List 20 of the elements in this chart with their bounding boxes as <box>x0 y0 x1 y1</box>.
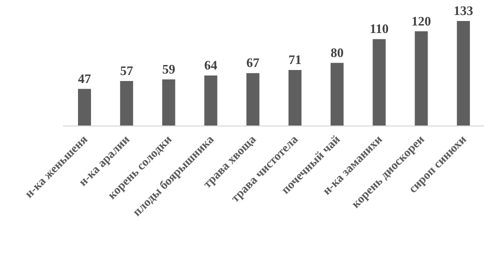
bar <box>246 73 260 126</box>
data-label: 110 <box>370 21 389 36</box>
data-label: 71 <box>288 52 302 67</box>
data-label: 59 <box>162 61 176 76</box>
data-label: 80 <box>330 44 344 60</box>
bar <box>288 70 302 126</box>
bar <box>204 75 218 126</box>
bar <box>78 88 91 126</box>
data-label: 57 <box>120 63 134 78</box>
data-label: 47 <box>78 70 92 86</box>
bar <box>120 81 134 126</box>
bar <box>414 31 428 126</box>
data-label: 64 <box>204 57 218 72</box>
bar <box>372 39 386 126</box>
data-label: 67 <box>246 55 260 70</box>
data-label: 120 <box>412 13 432 28</box>
bar <box>456 21 470 126</box>
bar <box>162 79 176 126</box>
bar <box>330 62 344 126</box>
data-label: 133 <box>454 3 474 18</box>
